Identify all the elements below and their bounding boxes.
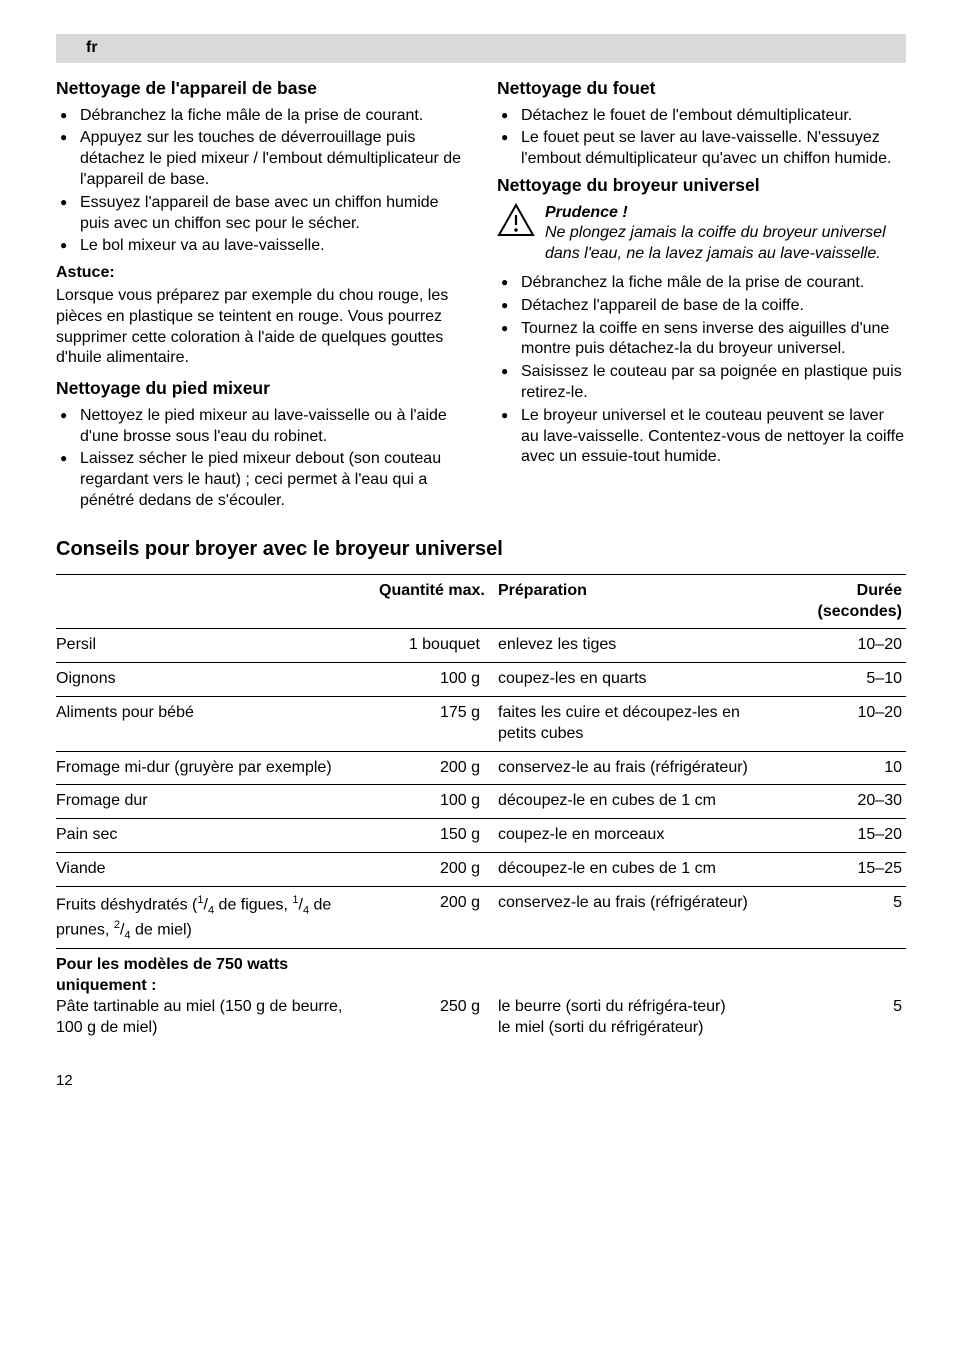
advice-table: Quantité max. Préparation Durée (seconde… xyxy=(56,574,906,1045)
cell-prep: coupez-les en quarts xyxy=(498,663,787,697)
cell-qty: 1 bouquet xyxy=(379,629,498,663)
table-row: Oignons 100 g coupez-les en quarts 5–10 xyxy=(56,663,906,697)
table-row: Fromage mi-dur (gruyère par exemple) 200… xyxy=(56,751,906,785)
col-header-prep: Préparation xyxy=(498,574,787,629)
model-note: Pour les modèles de 750 watts uniquement… xyxy=(56,956,288,994)
cell-name: Oignons xyxy=(56,663,379,697)
cell-name: Pour les modèles de 750 watts uniquement… xyxy=(56,949,379,1045)
qty-value: 250 g xyxy=(440,998,480,1015)
list-item: Le bol mixeur va au lave-vaisselle. xyxy=(56,236,465,257)
col-header-dur: Durée (secondes) xyxy=(787,574,906,629)
list-item: Débranchez la fiche mâle de la prise de … xyxy=(56,106,465,127)
cell-dur: 20–30 xyxy=(787,785,906,819)
cell-prep: conservez-le au frais (réfrigérateur) xyxy=(498,751,787,785)
language-bar: fr xyxy=(56,34,906,63)
cell-qty: 200 g xyxy=(379,886,498,949)
list-item: Saisissez le couteau par sa poignée en p… xyxy=(497,362,906,404)
cell-name: Fromage mi-dur (gruyère par exemple) xyxy=(56,751,379,785)
cell-name: Fruits déshydratés (1/4 de figues, 1/4 d… xyxy=(56,886,379,949)
cell-qty: 175 g xyxy=(379,697,498,752)
cell-dur: 10–20 xyxy=(787,697,906,752)
list-item: Détachez le fouet de l'embout démultipli… xyxy=(497,106,906,127)
bullet-list: Détachez le fouet de l'embout démultipli… xyxy=(497,106,906,170)
cell-prep: conservez-le au frais (réfrigérateur) xyxy=(498,886,787,949)
cell-prep: enlevez les tiges xyxy=(498,629,787,663)
cell-qty: 250 g xyxy=(379,949,498,1045)
caution-block: Prudence ! Ne plongez jamais la coiffe d… xyxy=(497,203,906,265)
heading-base-unit-cleaning: Nettoyage de l'appareil de base xyxy=(56,77,465,100)
list-item: Détachez l'appareil de base de la coiffe… xyxy=(497,296,906,317)
heading-whisk-cleaning: Nettoyage du fouet xyxy=(497,77,906,100)
caution-title: Prudence ! xyxy=(545,203,906,224)
table-row: Fruits déshydratés (1/4 de figues, 1/4 d… xyxy=(56,886,906,949)
cell-prep: coupez-le en morceaux xyxy=(498,819,787,853)
model-sub: Pâte tartinable au miel (150 g de beurre… xyxy=(56,998,342,1036)
col-header-empty xyxy=(56,574,379,629)
table-row: Persil 1 bouquet enlevez les tiges 10–20 xyxy=(56,629,906,663)
table-row: Fromage dur 100 g découpez-le en cubes d… xyxy=(56,785,906,819)
left-column: Nettoyage de l'appareil de base Débranch… xyxy=(56,73,465,514)
right-column: Nettoyage du fouet Détachez le fouet de … xyxy=(497,73,906,514)
cell-dur: 5 xyxy=(787,949,906,1045)
caution-body: Ne plongez jamais la coiffe du broyeur u… xyxy=(545,223,906,265)
cell-dur: 15–20 xyxy=(787,819,906,853)
cell-qty: 100 g xyxy=(379,785,498,819)
cell-qty: 100 g xyxy=(379,663,498,697)
table-row: Pain sec 150 g coupez-le en morceaux 15–… xyxy=(56,819,906,853)
list-item: Appuyez sur les touches de déverrouillag… xyxy=(56,128,465,190)
list-item: Laissez sécher le pied mixeur debout (so… xyxy=(56,449,465,511)
col-header-qty: Quantité max. xyxy=(379,574,498,629)
cell-dur: 15–25 xyxy=(787,853,906,887)
list-item: Le fouet peut se laver au lave-vaisselle… xyxy=(497,128,906,170)
cell-name: Aliments pour bébé xyxy=(56,697,379,752)
cell-name: Persil xyxy=(56,629,379,663)
table-row: Viande 200 g découpez-le en cubes de 1 c… xyxy=(56,853,906,887)
cell-name: Fromage dur xyxy=(56,785,379,819)
list-item: Tournez la coiffe en sens inverse des ai… xyxy=(497,319,906,361)
tip-body: Lorsque vous préparez par exemple du cho… xyxy=(56,286,465,369)
cell-dur: 5 xyxy=(787,886,906,949)
table-header-row: Quantité max. Préparation Durée (seconde… xyxy=(56,574,906,629)
cell-qty: 150 g xyxy=(379,819,498,853)
list-item: Nettoyez le pied mixeur au lave-vaissell… xyxy=(56,406,465,448)
list-item: Essuyez l'appareil de base avec un chiff… xyxy=(56,193,465,235)
cell-qty: 200 g xyxy=(379,751,498,785)
heading-mixer-foot-cleaning: Nettoyage du pied mixeur xyxy=(56,377,465,400)
cell-prep: le beurre (sorti du réfrigéra-teur) le m… xyxy=(498,949,787,1045)
bullet-list: Débranchez la fiche mâle de la prise de … xyxy=(56,106,465,258)
bullet-list: Débranchez la fiche mâle de la prise de … xyxy=(497,273,906,468)
cell-qty: 200 g xyxy=(379,853,498,887)
cell-name: Viande xyxy=(56,853,379,887)
two-column-body: Nettoyage de l'appareil de base Débranch… xyxy=(56,73,906,514)
warning-triangle-icon xyxy=(497,203,535,244)
cell-prep: faites les cuire et découpez-les en peti… xyxy=(498,697,787,752)
cell-prep: découpez-le en cubes de 1 cm xyxy=(498,785,787,819)
list-item: Débranchez la fiche mâle de la prise de … xyxy=(497,273,906,294)
page-number: 12 xyxy=(56,1071,906,1091)
cell-dur: 10–20 xyxy=(787,629,906,663)
table-row: Aliments pour bébé 175 g faites les cuir… xyxy=(56,697,906,752)
language-code: fr xyxy=(86,39,98,56)
heading-grinder-cleaning: Nettoyage du broyeur universel xyxy=(497,174,906,197)
cell-prep: découpez-le en cubes de 1 cm xyxy=(498,853,787,887)
tip-label: Astuce: xyxy=(56,263,465,284)
cell-name: Pain sec xyxy=(56,819,379,853)
bullet-list: Nettoyez le pied mixeur au lave-vaissell… xyxy=(56,406,465,512)
list-item: Le broyeur universel et le couteau peuve… xyxy=(497,406,906,468)
dur-value: 5 xyxy=(893,998,902,1015)
cell-dur: 5–10 xyxy=(787,663,906,697)
cell-dur: 10 xyxy=(787,751,906,785)
table-row: Pour les modèles de 750 watts uniquement… xyxy=(56,949,906,1045)
section-title: Conseils pour broyer avec le broyeur uni… xyxy=(56,536,906,562)
caution-text: Prudence ! Ne plongez jamais la coiffe d… xyxy=(545,203,906,265)
prep-value: le beurre (sorti du réfrigéra-teur) le m… xyxy=(498,998,726,1036)
